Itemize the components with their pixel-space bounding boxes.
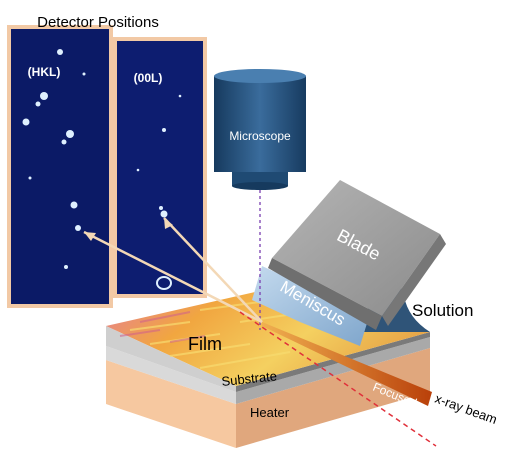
detector-image: [11, 29, 109, 304]
microscope-body: [214, 76, 306, 172]
hkl-label: (HKL): [28, 65, 61, 79]
film-side: [236, 332, 430, 392]
detector-panel-00l: [113, 37, 207, 298]
solution-label: Solution: [412, 301, 473, 320]
ray-arrowhead: [84, 232, 96, 241]
heater-label: Heater: [250, 405, 290, 420]
detector-positions-label: Detector Positions: [37, 14, 159, 31]
substrate-side: [236, 337, 430, 404]
meniscus: [252, 266, 368, 346]
detector-image: [117, 41, 203, 294]
film-texture: [129, 301, 321, 369]
film-front: [106, 326, 236, 392]
blade-side: [382, 234, 446, 326]
focused-beam: [262, 322, 432, 406]
00l-label: (00L): [134, 71, 163, 85]
xray-beam-line: [239, 311, 437, 447]
blade-face: [272, 180, 440, 316]
xray-beam-label: x-ray beam: [433, 391, 499, 427]
heater-front: [106, 360, 236, 448]
film-label: Film: [188, 334, 222, 354]
diffraction-spots: [136, 94, 182, 290]
substrate-front: [106, 346, 236, 404]
microscope-label: Microscope: [229, 129, 291, 143]
substrate-label: Substrate: [221, 368, 278, 389]
microscope-lens: [232, 172, 288, 186]
microscope-top: [214, 69, 306, 83]
blade: [268, 180, 446, 330]
diffraction-spots: [22, 49, 86, 269]
ray-arrowhead: [164, 218, 173, 229]
blade-edge: [268, 258, 382, 330]
detector-panel-hkl: [7, 25, 113, 308]
microscope: [214, 69, 306, 190]
diffraction-rays: [83, 217, 263, 324]
